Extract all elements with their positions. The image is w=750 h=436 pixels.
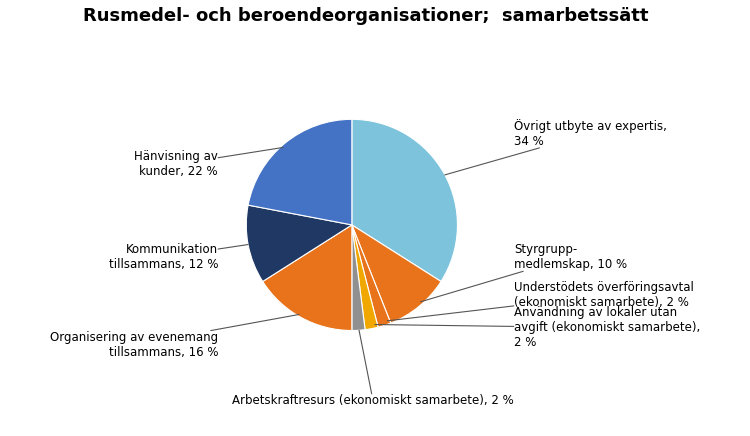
Text: Arbetskraftresurs (ekonomiskt samarbete), 2 %: Arbetskraftresurs (ekonomiskt samarbete)… (232, 330, 514, 407)
Wedge shape (352, 225, 441, 323)
Title: Rusmedel- och beroendeorganisationer;  samarbetssätt: Rusmedel- och beroendeorganisationer; sa… (83, 7, 649, 25)
Wedge shape (352, 225, 391, 327)
Wedge shape (262, 225, 352, 330)
Wedge shape (352, 225, 378, 330)
Wedge shape (246, 205, 352, 282)
Text: Övrigt utbyte av expertis,
34 %: Övrigt utbyte av expertis, 34 % (445, 119, 667, 175)
Wedge shape (352, 225, 365, 330)
Text: Kommunikation
tillsammans, 12 %: Kommunikation tillsammans, 12 % (109, 243, 248, 271)
Text: Hänvisning av
kunder, 22 %: Hänvisning av kunder, 22 % (134, 147, 284, 178)
Text: Användning av lokaler utan
avgift (ekonomiskt samarbete),
2 %: Användning av lokaler utan avgift (ekono… (375, 306, 700, 349)
Wedge shape (248, 119, 352, 225)
Text: Styrgrupp-
medlemskap, 10 %: Styrgrupp- medlemskap, 10 % (421, 243, 627, 302)
Wedge shape (352, 119, 458, 282)
Text: Understödets överföringsavtal
(ekonomiskt samarbete), 2 %: Understödets överföringsavtal (ekonomisk… (387, 281, 694, 321)
Text: Organisering av evenemang
tillsammans, 16 %: Organisering av evenemang tillsammans, 1… (50, 314, 299, 358)
